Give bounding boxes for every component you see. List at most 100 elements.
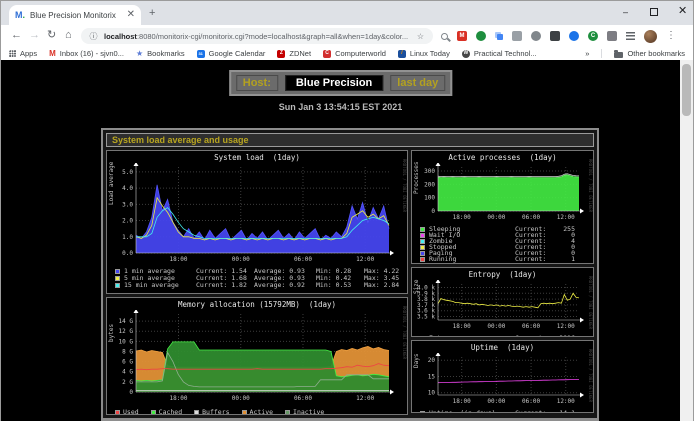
host-name: Blue Precision xyxy=(284,75,384,91)
tab-close-icon[interactable]: ✕ xyxy=(126,9,135,20)
uptime-graph[interactable]: 10 15 20 18:00 00:00 06:00 12:00 xyxy=(414,352,591,409)
globe-extension-icon[interactable] xyxy=(476,31,486,41)
svg-text:2.0: 2.0 xyxy=(122,218,133,225)
new-tab-button[interactable]: + xyxy=(149,7,156,19)
svg-text:12:00: 12:00 xyxy=(356,256,374,263)
browser-menu-icon[interactable]: ⋮ xyxy=(666,30,676,41)
zdnet-icon: Z xyxy=(277,49,286,58)
gray-extension-icon[interactable] xyxy=(512,31,522,41)
y-axis-label: Load average xyxy=(108,161,115,205)
address-bar[interactable]: ⓘ localhost:8080/monitorix-cgi/monitorix… xyxy=(81,28,433,44)
svg-text:10: 10 xyxy=(428,390,436,397)
url-text[interactable]: localhost:8080/monitorix-cgi/monitorix.c… xyxy=(104,31,409,41)
chart-legend: Sleeping Current: 255 Wait I/O Current: 0 Zomb… xyxy=(420,226,591,263)
green-extension-icon[interactable]: C xyxy=(588,31,598,41)
bookmarks-overflow-chevron[interactable]: » xyxy=(585,49,590,58)
y-axis-label: Days xyxy=(413,353,420,368)
system-section: System load average and usage System loa… xyxy=(101,128,599,420)
legend-swatch xyxy=(420,238,425,244)
svg-text:06:00: 06:00 xyxy=(522,214,540,221)
entropy-graph[interactable]: 3.5 k 3.6 k 3.7 k 3.8 k 3.9 k 4.0 k 18:00 00:00… xyxy=(414,279,591,334)
memory-allocation-graph[interactable]: 0 2 G 4 G 6 G 8 G 10 G 12 G 14 G 18:00 00:00 06:00… xyxy=(109,309,405,406)
bookmark-item-apps[interactable]: Apps xyxy=(9,49,37,58)
extensions-puzzle-icon[interactable] xyxy=(607,31,617,41)
svg-text:4 G: 4 G xyxy=(122,369,133,376)
svg-text:4.0: 4.0 xyxy=(122,185,133,192)
y-axis-label: Size xyxy=(413,279,420,294)
memory-allocation-panel: Memory allocation (15792MB) (1day) bytes… xyxy=(106,297,408,415)
chart-legend: Uptime (in days) Current: 14.1 xyxy=(420,410,591,412)
svg-text:3.7 k: 3.7 k xyxy=(417,302,435,309)
uptime-panel: Uptime (1day) Days RRDTOOL / TOBI OETIKE… xyxy=(411,340,594,413)
monitorix-page: Host: Blue Precision last day Sun Jan 3 … xyxy=(1,60,680,421)
svg-text:00:00: 00:00 xyxy=(232,256,250,263)
mail-extension-icon[interactable]: M xyxy=(457,31,467,41)
pages-extension-icon[interactable] xyxy=(495,32,503,40)
close-button[interactable]: ✕ xyxy=(678,5,688,17)
legend-row: Stopped Current: 0 xyxy=(420,244,591,251)
tab-bar: M. Blue Precision Monitorix ✕ + – ✕ xyxy=(1,1,693,25)
monitorix-favicon-icon: M. xyxy=(15,9,26,20)
active-processes-panel: Active processes (1day) Processes RRDTOO… xyxy=(411,150,594,264)
legend-row: Uptime (in days) Current: 14.1 xyxy=(420,410,591,412)
svg-text:18:00: 18:00 xyxy=(453,323,471,330)
apps-grid-icon xyxy=(9,50,16,57)
bookmark-star-icon[interactable]: ☆ xyxy=(416,31,425,41)
svg-text:5.0: 5.0 xyxy=(122,169,133,176)
bookmark-item-linux-today[interactable]: / Linux Today xyxy=(397,49,450,58)
bookmark-item-other-bookmarks[interactable]: Other bookmarks xyxy=(614,49,685,58)
legend-item: Inactive xyxy=(285,408,324,414)
reload-button[interactable]: ↻ xyxy=(47,29,57,41)
bookmark-item-zdnet[interactable]: Z ZDNet xyxy=(277,49,311,58)
system-load-panel: System load (1day) Load average RRDTOOL … xyxy=(106,150,408,294)
bookmark-item-practical-technology[interactable]: W Practical Technol... xyxy=(461,49,537,58)
page-scrollbar[interactable] xyxy=(680,60,693,421)
chart-legend: EntropyCurrent:3816 xyxy=(420,335,591,336)
bookmark-item-computerworld[interactable]: C Computerworld xyxy=(323,49,386,58)
minimize-button[interactable]: – xyxy=(623,7,629,17)
svg-text:4.0 k: 4.0 k xyxy=(417,284,435,291)
extensions-row: M C ⋮ xyxy=(441,28,676,44)
svg-text:3.5 k: 3.5 k xyxy=(417,314,435,321)
browser-tab[interactable]: M. Blue Precision Monitorix ✕ xyxy=(9,5,141,25)
next-section-edge xyxy=(101,418,599,421)
tune-icon[interactable] xyxy=(626,32,635,40)
svg-text:6 G: 6 G xyxy=(122,359,133,366)
maximize-button[interactable] xyxy=(650,8,658,16)
legend-swatch xyxy=(420,257,425,263)
svg-text:18:00: 18:00 xyxy=(453,398,471,405)
svg-text:15: 15 xyxy=(428,373,436,380)
legend-row: Running Current: 1 xyxy=(420,256,591,263)
audio-extension-icon[interactable] xyxy=(531,31,541,41)
svg-text:0.0: 0.0 xyxy=(122,250,133,257)
computerworld-icon: C xyxy=(323,49,332,58)
svg-text:20: 20 xyxy=(428,357,436,364)
rrdtool-watermark: RRDTOOL / TOBI OETIKER xyxy=(588,349,593,402)
legend-swatch xyxy=(194,409,200,414)
legend-swatch xyxy=(420,335,425,336)
legend-swatch xyxy=(115,268,120,274)
search-extension-icon[interactable] xyxy=(441,32,448,40)
site-info-icon[interactable]: ⓘ xyxy=(89,31,98,41)
active-processes-graph[interactable]: 0 100 200 300 18:00 00:00 06:00 12:00 xyxy=(414,162,591,225)
bookmark-item-bookmarks[interactable]: ★ Bookmarks xyxy=(135,49,185,58)
bookmark-item-google-calendar[interactable]: 31 Google Calendar xyxy=(196,49,266,58)
system-load-graph[interactable]: 0.0 1.0 2.0 3.0 4.0 5.0 18:00 00:00 06:00 12:00 xyxy=(109,162,405,267)
svg-text:12:00: 12:00 xyxy=(557,398,575,405)
blue-extension-icon[interactable] xyxy=(569,31,579,41)
forward-button[interactable]: → xyxy=(29,29,40,41)
scrollbar-thumb[interactable] xyxy=(682,64,691,116)
legend-row: 5 min average Current: 1.68 Average: 0.93 M… xyxy=(115,275,405,282)
home-button[interactable]: ⌂ xyxy=(65,29,72,41)
dark-extension-icon[interactable] xyxy=(550,31,560,41)
svg-text:3.9 k: 3.9 k xyxy=(417,290,435,297)
profile-avatar[interactable] xyxy=(644,29,657,43)
legend-row: Paging Current: 0 xyxy=(420,250,591,257)
page-datetime: Sun Jan 3 13:54:15 EST 2021 xyxy=(278,102,403,112)
legend-swatch xyxy=(115,275,120,281)
back-button[interactable]: ← xyxy=(11,29,22,41)
svg-text:06:00: 06:00 xyxy=(522,398,540,405)
bookmark-item-inbox[interactable]: M Inbox (16) - sjvn0... xyxy=(49,49,124,58)
tab-title: Blue Precision Monitorix xyxy=(30,10,116,20)
